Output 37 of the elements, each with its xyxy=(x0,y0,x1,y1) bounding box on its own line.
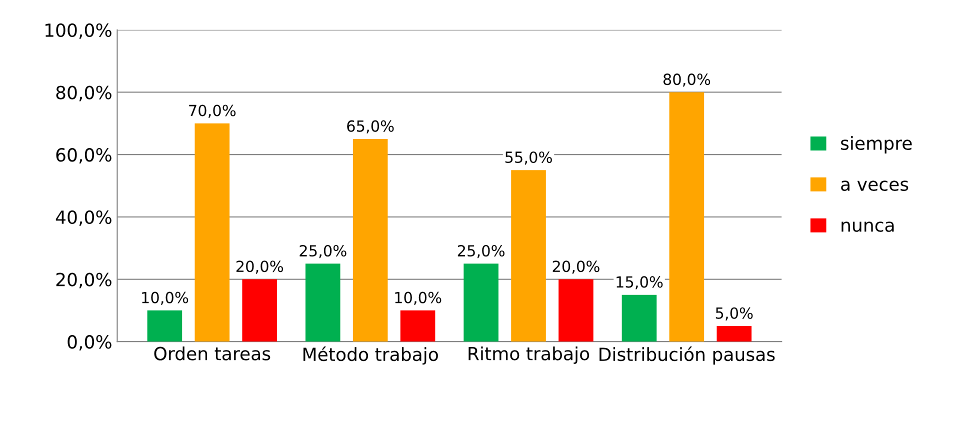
legend-label: nunca xyxy=(842,222,894,232)
bar xyxy=(511,170,546,342)
data-label: 10,0% xyxy=(142,292,188,305)
data-label: 70,0% xyxy=(189,104,236,118)
bar xyxy=(194,123,230,342)
y-tick-label: 0,0% xyxy=(68,335,112,351)
y-tick-label: 20,0% xyxy=(56,272,112,288)
y-tick-label: 80,0% xyxy=(56,86,112,102)
x-tick-label: Ritmo trabajo xyxy=(468,346,590,364)
data-label: 80,0% xyxy=(663,74,710,87)
data-label: 25,0% xyxy=(458,244,504,258)
legend-label: siempre xyxy=(841,136,912,154)
x-tick-label: Orden tareas xyxy=(154,346,270,360)
x-tick-label: Método trabajo xyxy=(303,346,438,365)
bar xyxy=(716,326,752,342)
bar xyxy=(464,264,498,342)
data-label: 20,0% xyxy=(236,260,284,274)
bar xyxy=(622,294,657,342)
legend-label: a veces xyxy=(841,180,908,191)
bar xyxy=(147,310,182,342)
y-tick-label: 100,0% xyxy=(46,23,112,39)
data-label: 5,0% xyxy=(716,307,753,320)
data-label: 25,0% xyxy=(300,244,346,258)
x-tick-label: Distribución pausas xyxy=(600,346,775,365)
bar xyxy=(558,279,594,342)
data-label: 15,0% xyxy=(616,276,663,290)
data-label: 55,0% xyxy=(505,151,552,165)
data-label: 20,0% xyxy=(552,260,600,274)
bar xyxy=(242,279,278,342)
bar xyxy=(352,138,388,342)
y-tick-label: 40,0% xyxy=(56,210,112,226)
bar xyxy=(669,92,704,342)
data-label: 65,0% xyxy=(347,120,394,134)
bar xyxy=(305,264,340,342)
bar xyxy=(400,310,436,342)
data-label: 10,0% xyxy=(395,292,442,305)
y-tick-label: 60,0% xyxy=(56,148,112,164)
